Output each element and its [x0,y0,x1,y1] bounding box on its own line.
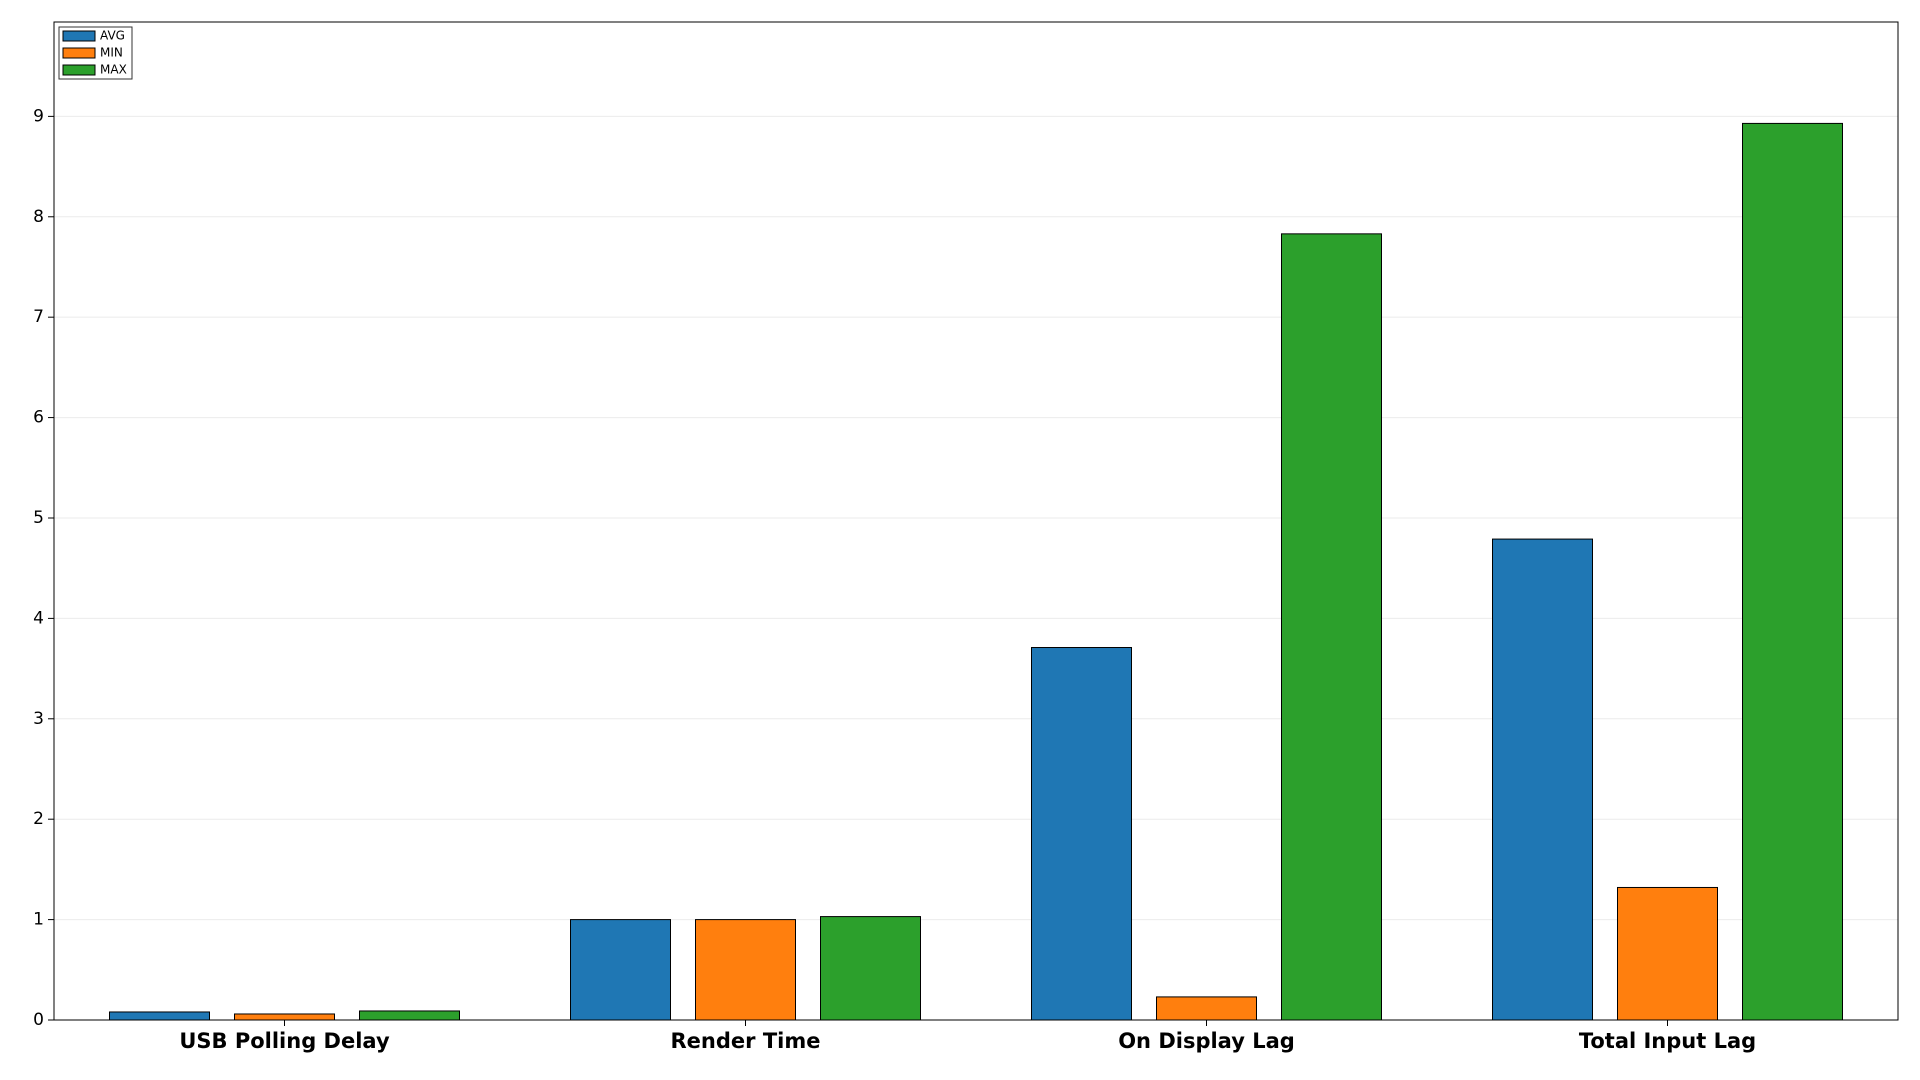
x-tick-label: USB Polling Delay [179,1029,390,1053]
y-tick-label: 4 [33,608,44,628]
plot-frame [53,21,1899,1021]
y-tick-label: 6 [33,408,44,428]
legend-swatch [62,64,96,76]
bar [359,1010,460,1021]
y-tick-label: 3 [33,709,44,729]
bar [109,1011,210,1021]
legend-swatch [62,30,96,42]
x-tick-label: Total Input Lag [1579,1029,1756,1053]
legend-label: AVG [100,29,125,43]
bar [570,919,671,1021]
bar [1156,996,1257,1021]
legend-label: MAX [100,63,127,77]
y-tick-label: 9 [33,106,44,126]
y-tick-label: 5 [33,508,44,528]
legend-label: MIN [100,46,123,60]
bar [1031,647,1132,1021]
y-tick-label: 0 [33,1010,44,1030]
bar [820,916,921,1021]
bar [1492,538,1593,1021]
x-tick-label: Render Time [671,1029,821,1053]
y-tick-label: 2 [33,809,44,829]
legend-swatch [62,47,96,59]
bar [1281,233,1382,1021]
y-tick-label: 7 [33,307,44,327]
bar [695,919,796,1021]
bar [234,1013,335,1021]
bar [1742,122,1843,1021]
y-tick-label: 1 [33,910,44,930]
bar [1617,886,1718,1021]
x-tick-label: On Display Lag [1118,1029,1295,1053]
y-tick-label: 8 [33,207,44,227]
